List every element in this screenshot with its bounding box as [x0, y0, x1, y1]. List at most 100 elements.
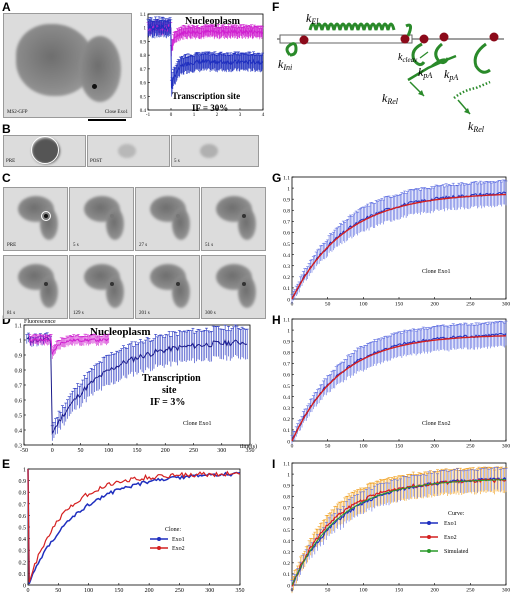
I-ytick-label-3: 0.3: [283, 550, 290, 556]
clone-label-a: Close Exo1: [104, 110, 128, 115]
d-xlabel: time(s): [240, 443, 257, 450]
I-xtick-label-2: 100: [359, 588, 368, 594]
f-promoter-box: [279, 34, 303, 44]
g-series-fit: [291, 193, 507, 300]
G-xtick-label-4: 200: [431, 302, 440, 308]
G-ytick-label-5: 0.5: [283, 242, 290, 248]
H-ytick-label-7: 0.7: [283, 362, 290, 368]
E-ytick-label-4: 0.4: [19, 537, 27, 543]
I-ytick-label-4: 0.4: [283, 539, 290, 545]
i-legend-exo2: Exo2: [444, 535, 457, 541]
chart-g: 0 50 100 150 200 250 300 0 0.1 0.2 0.3 0.4 0.5 0.6 0.7…: [283, 175, 510, 308]
A_inset-ytick-label-0: 0.4: [140, 109, 147, 114]
micrograph-a: MS2-GFP Close Exo1: [3, 13, 132, 118]
frame-b-post: POST: [87, 135, 170, 167]
D-ytick-label-8: 1.1: [15, 324, 23, 330]
I-ytick-label-7: 0.7: [283, 506, 290, 512]
f-k-pa-1: kpA: [418, 65, 432, 80]
i-legend-marker-exo2: [427, 535, 431, 539]
D-ytick-label-6: 0.9: [15, 354, 23, 360]
e-legend-marker-exo1: [157, 537, 161, 541]
f-nascent-rna: [308, 22, 396, 31]
A_inset-ytick-label-1: 0.5: [140, 95, 147, 100]
D-xtick-label-5: 200: [161, 448, 170, 454]
g-clone-label: Clone Exo1: [422, 269, 451, 275]
E-frame: [27, 468, 241, 586]
A_inset-ytick-label-2: 0.6: [140, 82, 147, 87]
I-ytick-label-10: 1: [287, 472, 290, 478]
G-ytick-label-3: 0.3: [283, 264, 290, 270]
G-ytick-label-6: 0.6: [283, 231, 290, 237]
D-ytick-label-2: 0.5: [15, 414, 23, 420]
H-xtick-label-1: 50: [325, 444, 331, 450]
frame-b-5s: 5 s: [171, 135, 259, 167]
diagram-f: kEl kIni kcleav kpA kpA kRel kRel: [277, 11, 504, 134]
i-legend-exo1: Exo1: [444, 521, 457, 527]
E-xtick-label-6: 300: [205, 588, 214, 594]
E-ytick-label-0: 0: [23, 584, 26, 590]
i-legend-marker-exo1: [427, 521, 431, 525]
e-legend-marker-exo2: [157, 546, 161, 550]
I-ytick-label-6: 0.6: [283, 517, 290, 523]
micro-label-a: MS2-GFP: [7, 110, 28, 115]
E-ytick-label-6: 0.6: [19, 514, 27, 520]
i-series-exo2: [291, 478, 507, 587]
frame-c-7: 300 s: [201, 255, 266, 319]
f-rna-end: [405, 23, 413, 37]
f-cleavage-rna: [411, 42, 426, 67]
H-xtick-label-5: 250: [466, 444, 475, 450]
E-xtick-label-0: 0: [27, 588, 30, 594]
d-nucleoplasm-text: Nucleoplasm: [90, 326, 151, 338]
D-ytick-label-7: 1: [19, 339, 22, 345]
E-ytick-label-3: 0.3: [19, 549, 27, 555]
I-xtick-label-3: 150: [395, 588, 404, 594]
frame-c-2: 27 s: [135, 187, 200, 251]
f-polymerase-2: [400, 34, 410, 44]
D-xtick-label-1: 0: [51, 448, 54, 454]
panel-label-c: C: [2, 171, 11, 185]
f-gene-box: [301, 34, 403, 44]
I-xtick-label-4: 200: [431, 588, 440, 594]
d-site-text: site: [162, 385, 177, 396]
f-k-pa-2: kpA: [444, 67, 458, 82]
H-xtick-label-2: 100: [359, 444, 368, 450]
H-ytick-label-11: 1.1: [283, 317, 290, 323]
H-ytick-label-6: 0.6: [283, 373, 290, 379]
D-xtick-label-6: 250: [189, 448, 198, 454]
E-ytick-label-5: 0.5: [19, 526, 27, 532]
D-ytick-label-1: 0.4: [15, 429, 23, 435]
E-xtick-label-5: 250: [175, 588, 184, 594]
f-polymerase-5: [489, 32, 499, 42]
h-clone-label: Clone Exo2: [422, 421, 451, 427]
d-series-nucleoplasm: [29, 337, 110, 355]
A_inset-xtick-label-1: 0: [170, 113, 173, 118]
i-series-simulated: [291, 479, 506, 586]
I-ytick-label-0: 0: [287, 583, 290, 589]
A_inset-xtick-label-0: -1: [146, 113, 151, 118]
panel-label-a: A: [2, 0, 11, 14]
D-xtick-label-8: 350: [246, 448, 255, 454]
e-series-exo2: [27, 468, 241, 583]
frame-c-3: 51 s: [201, 187, 266, 251]
f-released-rna-2: [453, 80, 491, 99]
frame-c-label-7: 300 s: [205, 311, 216, 316]
I-ytick-label-5: 0.5: [283, 528, 290, 534]
f-polymerase-1: [299, 35, 309, 45]
f-arrow-cleav: [419, 51, 429, 59]
e-legend-exo1: Exo1: [172, 537, 185, 543]
E-xtick-label-2: 100: [84, 588, 93, 594]
A_inset-xtick-label-4: 3: [239, 113, 242, 118]
E-xtick-label-7: 350: [236, 588, 245, 594]
panel-label-f: F: [272, 0, 280, 14]
H-ytick-label-3: 0.3: [283, 406, 290, 412]
H-ytick-label-9: 0.9: [283, 339, 290, 345]
H-xtick-label-4: 200: [431, 444, 440, 450]
A_inset-xtick-label-3: 2: [216, 113, 219, 118]
E-ytick-label-9: 0.9: [19, 479, 27, 485]
panel-label-d: D: [2, 313, 11, 327]
G-xtick-label-0: 0: [291, 302, 294, 308]
d-ylabel: Fluorescence: [24, 319, 56, 325]
I-xtick-label-1: 50: [325, 588, 331, 594]
I-xtick-label-5: 250: [466, 588, 475, 594]
inset-if-text: IF = 30%: [192, 103, 228, 113]
